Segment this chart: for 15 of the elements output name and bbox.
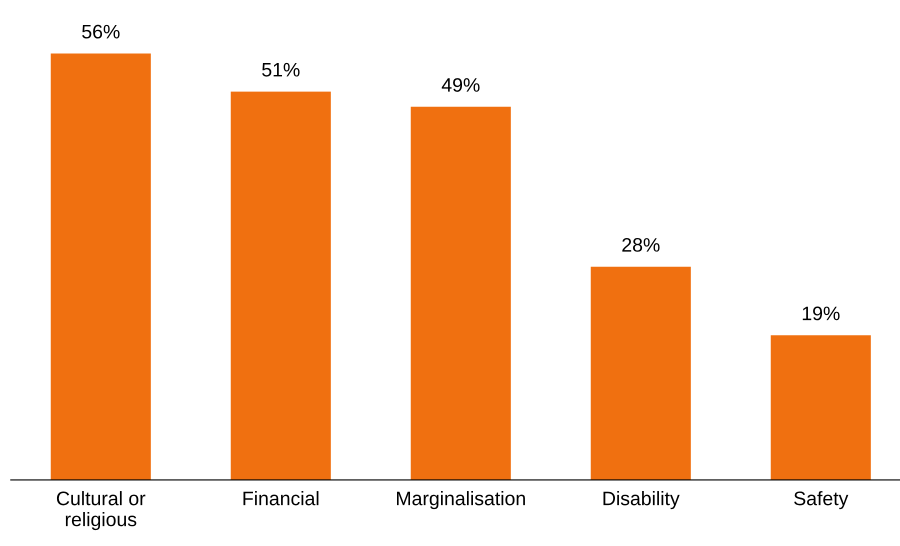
- bar: [410, 106, 511, 480]
- data-label: 19%: [802, 306, 840, 320]
- bar: [590, 266, 691, 480]
- x-tick-label: Marginalisation: [397, 491, 525, 510]
- data-label: 28%: [622, 238, 660, 252]
- data-label: 51%: [262, 62, 300, 77]
- bar: [50, 53, 151, 480]
- x-tick-label: Financial: [243, 491, 318, 506]
- x-tick-label: Disability: [603, 491, 680, 510]
- x-tick-label: Safety: [794, 491, 848, 510]
- data-label: 56%: [82, 24, 120, 39]
- bar: [230, 92, 331, 480]
- bar: [770, 335, 871, 480]
- data-label: 49%: [442, 78, 480, 92]
- x-tick-label: Cultural or religious: [56, 491, 146, 530]
